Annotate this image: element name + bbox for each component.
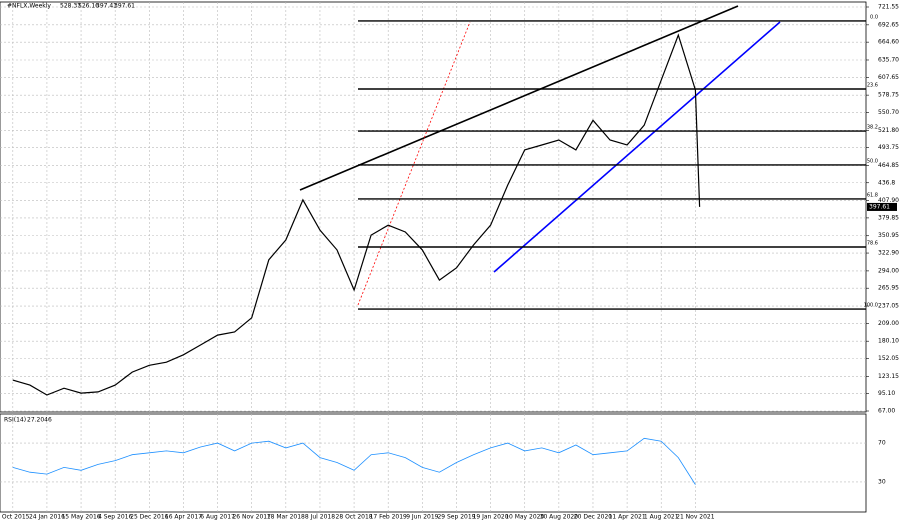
x-tick-label: 16 Apr 2017 <box>165 514 202 521</box>
y-tick-label: 407.90 <box>878 197 899 204</box>
x-tick-label: 19 Jan 2020 <box>473 514 509 521</box>
x-tick-label: 26 Nov 2017 <box>232 514 271 521</box>
y-tick-label: 237.05 <box>878 303 899 310</box>
y-tick-label: 721.55 <box>878 4 899 11</box>
fib-label: 78.6 <box>867 241 878 247</box>
ohlc-value: 528.37 <box>60 3 81 10</box>
ohlc-value: 526.16 <box>78 3 99 10</box>
y-tick-label: 635.70 <box>878 56 899 63</box>
x-tick-label: 28 Oct 2018 <box>336 514 373 521</box>
fib-label: 38.2 <box>867 125 878 131</box>
x-tick-label: 24 Jan 2016 <box>29 514 65 521</box>
y-tick-label: 95.10 <box>878 390 895 397</box>
y-tick-label: 493.75 <box>878 144 899 151</box>
fib-label: 50.0 <box>867 158 878 164</box>
x-tick-label: 8 Jul 2018 <box>305 514 335 521</box>
symbol: #NFLX,Weekly <box>7 3 51 10</box>
y-tick-label: 436.8 <box>878 179 895 186</box>
ohlc-value: 397.41 <box>96 3 117 10</box>
x-tick-label: 25 Dec 2016 <box>130 514 169 521</box>
x-tick-label: 15 May 2016 <box>61 514 100 521</box>
fib-label: 0.0 <box>870 14 878 20</box>
y-tick-label: 322.90 <box>878 250 899 257</box>
x-tick-label: 4 Sep 2016 <box>98 514 132 521</box>
y-tick-label: 692.65 <box>878 21 899 28</box>
y-tick-label: 67.00 <box>878 408 895 415</box>
y-tick-label: 180.10 <box>878 338 899 345</box>
x-tick-label: 4 Oct 2015 <box>0 514 30 521</box>
y-tick-label: 464.85 <box>878 162 899 169</box>
y-tick-label: 123.15 <box>878 373 899 380</box>
x-tick-label: 29 Sep 2019 <box>437 514 475 521</box>
y-tick-label: 664.60 <box>878 39 899 46</box>
rsi-name: RSI(14) <box>4 417 26 424</box>
y-tick-label: 578.75 <box>878 92 899 99</box>
x-tick-label: 10 May 2020 <box>505 514 544 521</box>
y-tick-label: 607.65 <box>878 74 899 81</box>
x-tick-label: 1 Aug 2021 <box>644 514 679 521</box>
x-tick-label: 18 Mar 2018 <box>267 514 305 521</box>
price-marker-box <box>867 202 897 211</box>
y-tick-label: 30 <box>878 478 886 485</box>
x-tick-label: 20 Dec 2020 <box>574 514 613 521</box>
y-tick-label: 550.70 <box>878 109 899 116</box>
y-tick-label: 209.00 <box>878 320 899 327</box>
y-tick-label: 265.95 <box>878 285 899 292</box>
fib-label: 23.6 <box>867 82 878 88</box>
rsi-panel <box>0 413 867 513</box>
trendline <box>493 21 781 273</box>
line <box>12 437 696 485</box>
y-tick-label: 70 <box>878 440 886 447</box>
x-tick-label: 11 Apr 2021 <box>609 514 646 521</box>
line <box>12 33 701 396</box>
rsi-value: 27.2046 <box>27 417 52 424</box>
y-tick-label: 152.05 <box>878 355 899 362</box>
x-tick-label: 6 Aug 2017 <box>200 514 235 521</box>
price-marker: 397.61 <box>869 203 890 210</box>
x-tick-label: 21 Nov 2021 <box>676 514 715 521</box>
y-tick-label: 521.80 <box>878 127 899 134</box>
fib-label: 61.8 <box>867 192 878 198</box>
trendline <box>299 5 739 191</box>
y-tick-label: 379.85 <box>878 214 899 221</box>
y-tick-label: 350.95 <box>878 232 899 239</box>
x-tick-label: 17 Feb 2019 <box>370 514 408 521</box>
fib-label: 100.0 <box>864 303 878 309</box>
x-tick-label: 9 Jun 2019 <box>406 514 438 521</box>
trendline <box>357 21 471 306</box>
price-panel <box>0 1 867 413</box>
ohlc-value: 397.61 <box>114 3 135 10</box>
y-tick-label: 294.00 <box>878 267 899 274</box>
x-tick-label: 30 Aug 2020 <box>540 514 579 521</box>
